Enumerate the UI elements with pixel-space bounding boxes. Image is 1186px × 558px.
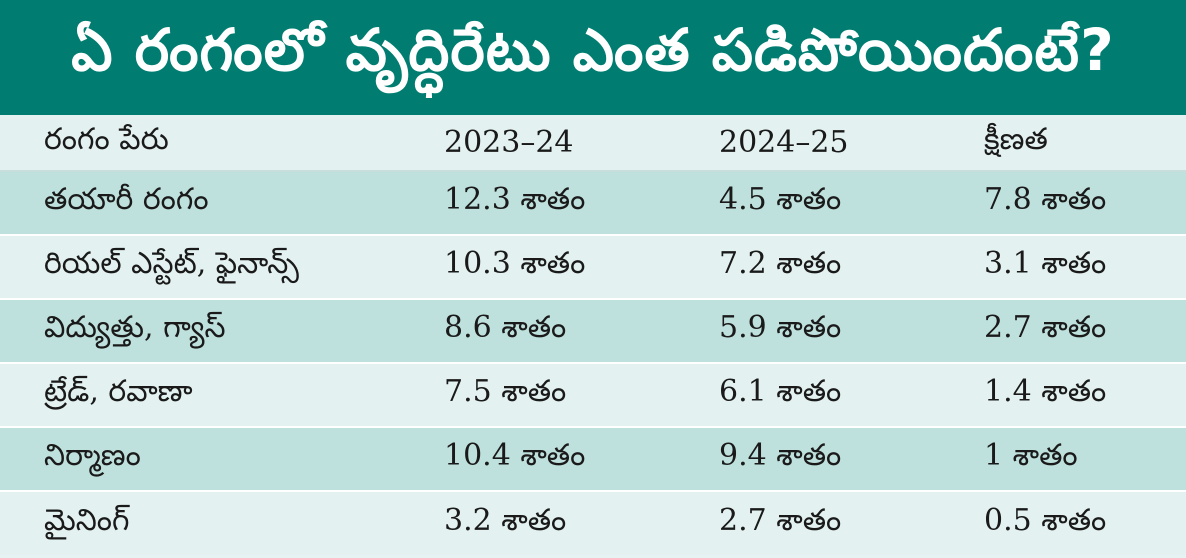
header-decline: క్షీణత [984, 115, 1186, 172]
value-2023-24-cell: 8.6 శాతం [444, 298, 719, 363]
decline-cell: 1 శాతం [984, 426, 1186, 491]
table-row: విద్యుత్తు, గ్యాస్ 8.6 శాతం 5.9 శాతం 2.7… [0, 298, 1186, 363]
header-sector: రంగం పేరు [0, 115, 444, 172]
decline-cell: 1.4 శాతం [984, 362, 1186, 427]
value-2024-25-cell: 7.2 శాతం [719, 234, 984, 299]
decline-cell: 0.5 శాతం [984, 490, 1186, 555]
table-row: తయారీ రంగం 12.3 శాతం 4.5 శాతం 7.8 శాతం [0, 170, 1186, 235]
value-2024-25-cell: 5.9 శాతం [719, 298, 984, 363]
sector-cell: రియల్ ఎస్టేట్, ఫైనాన్స్ [0, 234, 444, 299]
value-2024-25-cell: 9.4 శాతం [719, 426, 984, 491]
sector-cell: నిర్మాణం [0, 426, 444, 491]
value-2024-25-cell: 2.7 శాతం [719, 490, 984, 555]
title-banner: ఏ రంగంలో వృద్ధిరేటు ఎంత పడిపోయిందంటే? [0, 0, 1186, 115]
header-2023-24: 2023–24 [444, 115, 719, 172]
sector-cell: ట్రేడ్, రవాణా [0, 362, 444, 427]
sector-cell: మైనింగ్ [0, 490, 444, 555]
value-2024-25-cell: 6.1 శాతం [719, 362, 984, 427]
value-2023-24-cell: 10.3 శాతం [444, 234, 719, 299]
value-2023-24-cell: 10.4 శాతం [444, 426, 719, 491]
decline-cell: 2.7 శాతం [984, 298, 1186, 363]
table-header-row: రంగం పేరు 2023–24 2024–25 క్షీణత [0, 115, 1186, 172]
table-row: మైనింగ్ 3.2 శాతం 2.7 శాతం 0.5 శాతం [0, 490, 1186, 555]
sector-cell: తయారీ రంగం [0, 170, 444, 235]
header-2024-25: 2024–25 [719, 115, 984, 172]
value-2023-24-cell: 7.5 శాతం [444, 362, 719, 427]
sector-cell: విద్యుత్తు, గ్యాస్ [0, 298, 444, 363]
page-title: ఏ రంగంలో వృద్ధిరేటు ఎంత పడిపోయిందంటే? [71, 16, 1115, 84]
decline-cell: 3.1 శాతం [984, 234, 1186, 299]
value-2024-25-cell: 4.5 శాతం [719, 170, 984, 235]
table-row: నిర్మాణం 10.4 శాతం 9.4 శాతం 1 శాతం [0, 426, 1186, 491]
table-row: రియల్ ఎస్టేట్, ఫైనాన్స్ 10.3 శాతం 7.2 శా… [0, 234, 1186, 299]
sector-growth-table: రంగం పేరు 2023–24 2024–25 క్షీణత తయారీ ర… [0, 115, 1186, 555]
decline-cell: 7.8 శాతం [984, 170, 1186, 235]
value-2023-24-cell: 3.2 శాతం [444, 490, 719, 555]
table-row: ట్రేడ్, రవాణా 7.5 శాతం 6.1 శాతం 1.4 శాతం [0, 362, 1186, 427]
value-2023-24-cell: 12.3 శాతం [444, 170, 719, 235]
